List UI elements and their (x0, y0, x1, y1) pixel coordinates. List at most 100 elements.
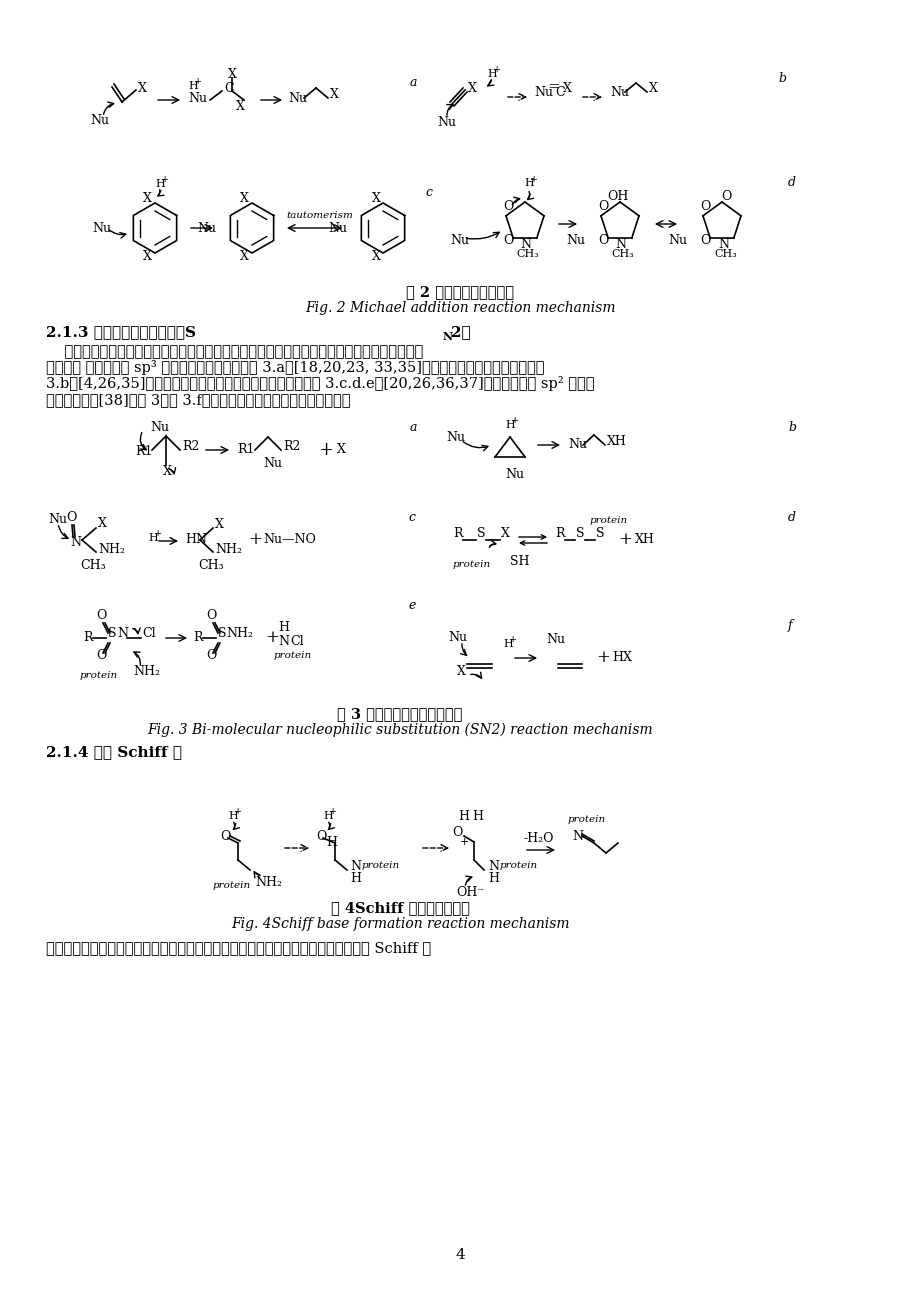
Text: +: + (329, 807, 337, 816)
Text: CH₃: CH₃ (610, 249, 633, 259)
Text: d: d (788, 512, 795, 525)
Text: N: N (614, 238, 625, 251)
Text: O: O (597, 233, 607, 246)
Text: H: H (323, 811, 333, 822)
Text: H: H (228, 811, 237, 822)
Text: 亲核试剂攻击连接了离去基团的脂肪族碳、氮、硫或卤素原子而发生的反应。主要有以下几种: 亲核试剂攻击连接了离去基团的脂肪族碳、氮、硫或卤素原子而发生的反应。主要有以下几… (46, 345, 423, 359)
Text: X: X (468, 82, 476, 95)
Text: c: c (407, 512, 414, 525)
Text: Nu: Nu (533, 86, 552, 99)
Text: S: S (596, 527, 604, 540)
Text: H: H (154, 178, 165, 189)
Text: HX: HX (611, 651, 631, 664)
Text: +: + (265, 629, 278, 647)
Text: H: H (187, 81, 198, 91)
Text: e: e (407, 599, 414, 612)
Text: Fig. 3 Bi-molecular nucleophilic substitution (SN2) reaction mechanism: Fig. 3 Bi-molecular nucleophilic substit… (147, 723, 652, 737)
Text: X: X (228, 68, 236, 81)
Text: O: O (206, 650, 216, 663)
Text: S: S (575, 527, 584, 540)
Text: +: + (508, 635, 516, 644)
Text: X: X (142, 191, 152, 204)
Text: 图 3 双分子亲核取代反应历程: 图 3 双分子亲核取代反应历程 (337, 707, 462, 721)
Text: X: X (336, 444, 346, 457)
Text: H: H (471, 810, 482, 823)
Text: X: X (163, 466, 172, 479)
Text: 原子的有机物[38]。图 3（图 3.f）为双分子亲核取代反应历程示意图。: 原子的有机物[38]。图 3（图 3.f）为双分子亲核取代反应历程示意图。 (46, 393, 350, 408)
Text: SH: SH (509, 556, 529, 569)
Text: R2: R2 (283, 440, 300, 453)
Text: protein: protein (499, 862, 538, 871)
Text: protein: protein (452, 560, 491, 569)
Text: NH₂: NH₂ (133, 665, 160, 678)
Text: d: d (788, 177, 795, 190)
Text: O: O (96, 609, 107, 622)
Text: H: H (148, 533, 157, 543)
Text: Nu: Nu (150, 422, 169, 435)
Text: Nu: Nu (197, 221, 216, 234)
Text: 4: 4 (455, 1249, 464, 1262)
Text: Nu: Nu (90, 113, 108, 126)
Text: protein: protein (589, 517, 628, 526)
Text: O: O (699, 233, 709, 246)
Text: Nu—NO: Nu—NO (263, 534, 315, 547)
Text: CH₃: CH₃ (80, 560, 106, 573)
Text: X: X (371, 191, 380, 204)
Text: H: H (278, 621, 289, 634)
Text: Fig. 2 Michael addition reaction mechanism: Fig. 2 Michael addition reaction mechani… (304, 301, 615, 315)
Text: X: X (648, 82, 657, 95)
Text: N: N (487, 859, 498, 872)
Text: +: + (161, 176, 169, 185)
Text: N: N (117, 628, 128, 641)
Text: 2.1.4 形成 Schiff 碱: 2.1.4 形成 Schiff 碱 (46, 745, 182, 759)
Text: X: X (142, 250, 152, 263)
Text: Nu: Nu (92, 221, 111, 234)
Text: X: X (371, 250, 380, 263)
Text: -H₂O: -H₂O (524, 832, 554, 845)
Text: protein: protein (361, 862, 400, 871)
Text: X: X (236, 100, 244, 113)
Text: Nu: Nu (448, 631, 467, 644)
Text: CH₃: CH₃ (713, 249, 736, 259)
Text: Nu: Nu (667, 233, 686, 246)
Text: 图 4Schiff 碱形成反应历程: 图 4Schiff 碱形成反应历程 (330, 901, 469, 915)
Text: f: f (788, 620, 792, 633)
Text: R: R (554, 527, 564, 540)
Text: 2）: 2） (450, 326, 471, 339)
Text: NH₂: NH₂ (215, 543, 242, 556)
Text: Nu: Nu (263, 457, 282, 470)
Text: C: C (223, 82, 233, 95)
Text: O: O (451, 825, 462, 838)
Text: protein: protein (80, 672, 118, 681)
Text: O: O (597, 199, 607, 212)
Text: X: X (330, 89, 338, 102)
Text: X: X (240, 191, 249, 204)
Text: O: O (503, 199, 513, 212)
Text: +: + (248, 531, 262, 548)
Text: OH⁻: OH⁻ (456, 885, 483, 898)
Text: S: S (476, 527, 485, 540)
Text: 2.1.3 双分子亲核取代反应（S: 2.1.3 双分子亲核取代反应（S (46, 326, 196, 339)
Text: Nu: Nu (187, 91, 207, 104)
Text: R1: R1 (237, 444, 255, 457)
Text: N: N (70, 536, 81, 549)
Text: S: S (108, 628, 117, 641)
Text: R1: R1 (135, 445, 153, 458)
Text: +: + (153, 530, 162, 539)
Text: O: O (66, 512, 76, 525)
Text: N: N (519, 238, 530, 251)
Text: N: N (572, 829, 583, 842)
Text: Nu: Nu (567, 439, 586, 452)
Text: 反应类型 含有反应性 sp³ 杂化碳原子的有机物（图 3.a）[18,20,23, 33,35]、具有强环内张力的环系统（图: 反应类型 含有反应性 sp³ 杂化碳原子的有机物（图 3.a）[18,20,23… (46, 361, 544, 375)
Text: X: X (98, 517, 107, 530)
Text: protein: protein (274, 651, 312, 660)
Text: CH₃: CH₃ (198, 560, 223, 573)
Text: a: a (410, 76, 417, 89)
Text: HN: HN (185, 534, 207, 547)
Text: H: H (505, 421, 515, 430)
Text: 3.b）[4,26,35]、含有反应性氮、硫和卤素原子的有机物（图 3.c.d.e）[20,26,36,37]、含有反应性 sp² 杂化碳: 3.b）[4,26,35]、含有反应性氮、硫和卤素原子的有机物（图 3.c.d.… (46, 376, 594, 392)
Text: R2: R2 (182, 440, 199, 453)
Text: Nu: Nu (437, 116, 456, 129)
Text: NH₂: NH₂ (226, 628, 253, 641)
Text: +: + (618, 531, 631, 548)
